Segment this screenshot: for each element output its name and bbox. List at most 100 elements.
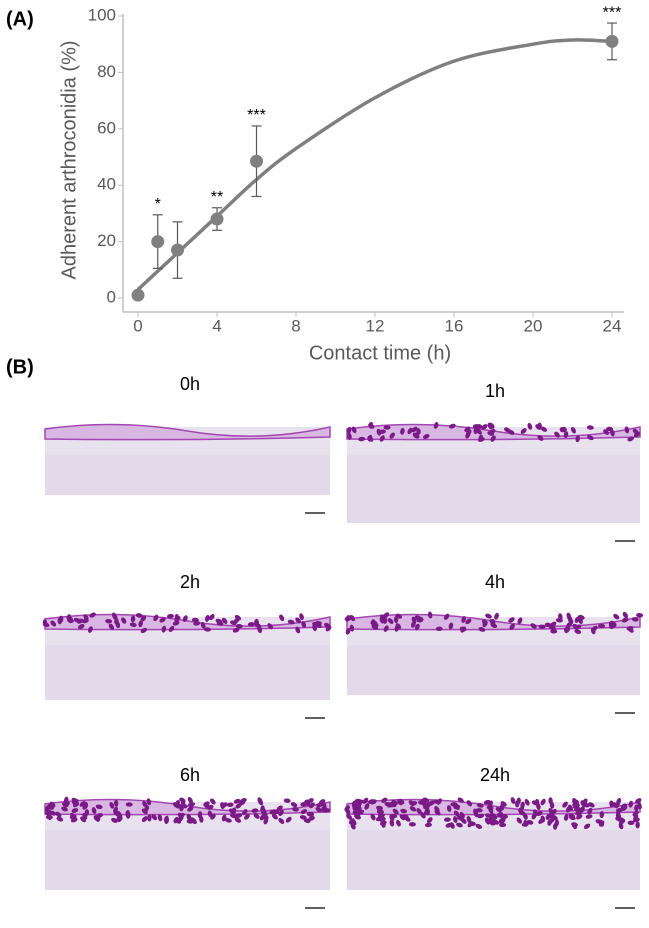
arthroconidium	[572, 803, 580, 809]
arthroconidium	[109, 802, 115, 809]
arthroconidium	[178, 812, 185, 819]
arthroconidium	[371, 624, 379, 630]
arthroconidium	[113, 806, 119, 814]
arthroconidium	[540, 426, 548, 432]
arthroconidium	[482, 620, 488, 628]
arthroconidium	[477, 813, 485, 819]
y-tick-label: 100	[88, 5, 116, 24]
arthroconidium	[379, 435, 385, 442]
arthroconidium	[395, 623, 402, 630]
arthroconidium	[610, 429, 615, 437]
arthroconidium	[347, 432, 352, 440]
arthroconidium	[453, 810, 460, 817]
arthroconidium	[527, 422, 533, 430]
x-tick-label: 8	[291, 316, 300, 335]
arthroconidium	[299, 815, 307, 820]
arthroconidium	[466, 429, 472, 436]
x-axis-title: Contact time (h)	[309, 342, 451, 364]
arthroconidium	[599, 811, 605, 819]
arthroconidium	[571, 822, 578, 830]
arthroconidium	[485, 613, 492, 619]
y-tick-label: 20	[97, 231, 116, 250]
arthroconidium	[263, 817, 269, 825]
tissue-layer	[45, 830, 330, 890]
y-tick-label: 60	[97, 118, 116, 137]
arthroconidium	[452, 816, 458, 824]
x-tick-label: 16	[445, 316, 464, 335]
arthroconidium	[448, 423, 456, 429]
arthroconidium	[191, 617, 199, 623]
arthroconidium	[96, 813, 104, 818]
data-point	[250, 154, 263, 168]
arthroconidium	[485, 813, 492, 819]
arthroconidium	[535, 424, 542, 430]
arthroconidium	[456, 815, 464, 821]
data-point	[210, 212, 224, 226]
micrograph-label: 0h	[180, 374, 200, 394]
arthroconidium	[387, 802, 394, 808]
arthroconidium	[254, 619, 260, 627]
arthroconidium	[55, 811, 62, 818]
arthroconidium	[448, 622, 454, 630]
arthroconidium	[175, 817, 182, 824]
arthroconidium	[400, 427, 405, 435]
arthroconidium	[193, 621, 201, 626]
arthroconidium	[446, 805, 452, 813]
arthroconidium	[278, 809, 284, 816]
arthroconidium	[434, 809, 441, 816]
arthroconidium	[61, 806, 68, 812]
arthroconidium	[619, 818, 626, 825]
arthroconidium	[545, 813, 551, 820]
arthroconidium	[484, 817, 490, 825]
arthroconidium	[615, 814, 622, 821]
arthroconidium	[632, 817, 640, 823]
panel-label: (A)	[6, 8, 34, 30]
arthroconidium	[536, 803, 541, 810]
arthroconidium	[344, 616, 352, 622]
arthroconidium	[622, 611, 629, 619]
arthroconidium	[231, 807, 237, 815]
significance-label: *	[155, 196, 161, 213]
arthroconidium	[582, 798, 588, 805]
arthroconidium	[395, 613, 403, 619]
arthroconidium	[290, 802, 298, 808]
arthroconidium	[481, 424, 488, 430]
arthroconidium	[627, 436, 635, 442]
y-tick-label: 80	[97, 62, 116, 81]
arthroconidium	[428, 800, 436, 806]
arthroconidium	[473, 427, 479, 435]
arthroconidium	[161, 625, 167, 633]
arthroconidium	[426, 817, 433, 824]
arthroconidium	[490, 820, 498, 826]
arthroconidium	[325, 625, 332, 632]
arthroconidium	[141, 816, 148, 823]
arthroconidium	[142, 801, 148, 808]
arthroconidium	[203, 801, 210, 807]
arthroconidium	[47, 804, 54, 810]
arthroconidium	[555, 618, 563, 623]
arthroconidium	[466, 800, 473, 807]
arthroconidium	[540, 798, 546, 806]
micrograph-label: 6h	[180, 765, 200, 785]
arthroconidium	[598, 820, 605, 827]
arthroconidium	[113, 799, 119, 807]
arthroconidium	[308, 802, 315, 809]
arthroconidium	[221, 802, 228, 808]
arthroconidium	[367, 436, 374, 442]
arthroconidium	[221, 814, 227, 822]
arthroconidium	[303, 818, 311, 824]
micrograph	[344, 797, 642, 909]
arthroconidium	[346, 814, 353, 820]
micrograph-label: 2h	[180, 572, 200, 592]
arthroconidium	[380, 614, 387, 620]
arthroconidium	[233, 798, 241, 804]
arthroconidium	[414, 615, 422, 621]
arthroconidium	[389, 819, 395, 827]
arthroconidium	[445, 822, 453, 828]
arthroconidium	[524, 799, 530, 806]
arthroconidium	[140, 627, 148, 634]
arthroconidium	[476, 803, 484, 808]
arthroconidium	[204, 614, 210, 622]
arthroconidium	[631, 617, 639, 622]
arthroconidium	[180, 798, 186, 806]
